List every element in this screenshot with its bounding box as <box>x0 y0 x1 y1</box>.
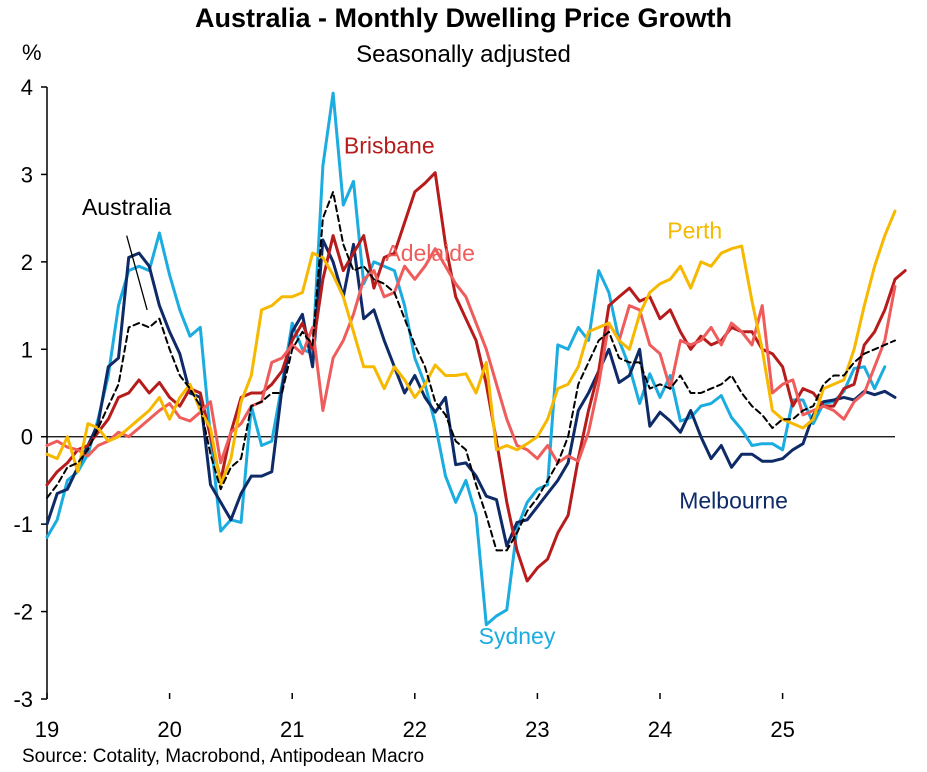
x-tick-label: 19 <box>35 717 59 742</box>
series-label-melbourne: Melbourne <box>679 488 788 514</box>
series-label-adelaide: Adelaide <box>385 240 475 266</box>
series-label-sydney: Sydney <box>479 623 556 649</box>
y-tick-label: 3 <box>21 162 33 187</box>
annotation-leader-line <box>126 235 148 311</box>
series-group <box>45 91 907 627</box>
x-tick-label: 25 <box>770 717 794 742</box>
series-line-sydney <box>45 91 887 627</box>
x-tick-label: 20 <box>157 717 181 742</box>
chart-subtitle: Seasonally adjusted <box>356 41 571 68</box>
y-tick-label: -2 <box>13 600 33 625</box>
x-tick-label: 22 <box>403 717 427 742</box>
y-tick-label: -1 <box>13 512 33 537</box>
chart-title: Australia - Monthly Dwelling Price Growt… <box>194 3 733 33</box>
series-label-australia: Australia <box>82 194 172 220</box>
x-tick-label: 21 <box>280 717 304 742</box>
x-tick-label: 24 <box>648 717 672 742</box>
y-tick-label: 2 <box>21 250 33 275</box>
x-tick-label: 23 <box>525 717 549 742</box>
series-line-australia <box>46 190 896 552</box>
y-axis-label: % <box>22 40 42 65</box>
y-tick-label: 0 <box>21 425 33 450</box>
y-tick-label: 4 <box>21 75 33 100</box>
source-note: Source: Cotality, Macrobond, Antipodean … <box>22 746 425 767</box>
y-tick-label: -3 <box>13 687 33 712</box>
series-labels: Sydney Melbourne Brisbane Adelaide Perth Aust… <box>82 133 788 649</box>
y-tick-label: 1 <box>21 337 33 362</box>
series-line-adelaide <box>45 247 897 465</box>
series-label-brisbane: Brisbane <box>344 133 435 159</box>
series-label-perth: Perth <box>667 217 722 243</box>
